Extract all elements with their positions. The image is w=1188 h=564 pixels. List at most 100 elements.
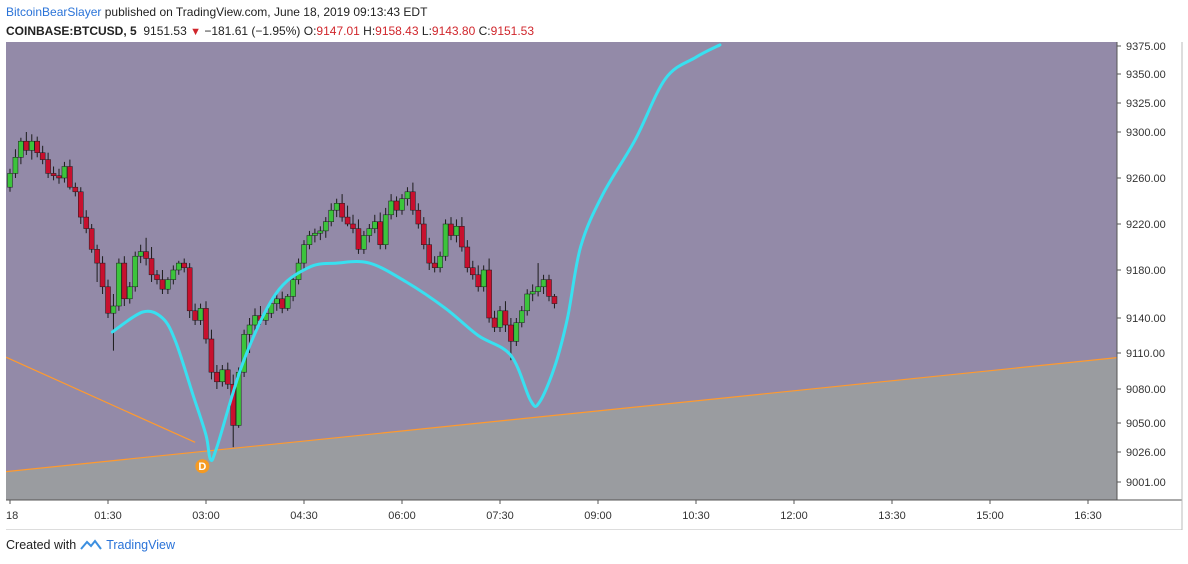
tradingview-logo-icon [80, 539, 102, 550]
candle-body [464, 246, 471, 268]
candle-body [301, 244, 307, 264]
candle-body [459, 226, 465, 248]
candle-body [361, 235, 367, 250]
high-value: 9158.43 [375, 24, 419, 38]
candle-up [12, 149, 19, 178]
candle-down [45, 152, 51, 178]
candle-body [317, 230, 324, 234]
candle-down [94, 244, 100, 282]
author-link[interactable]: BitcoinBearSlayer [6, 5, 102, 19]
candle-body [279, 298, 285, 309]
candle-body [110, 305, 117, 314]
candle-up [382, 207, 389, 250]
candle-body [12, 157, 19, 174]
candle-down [39, 145, 46, 165]
candle-down [459, 217, 465, 252]
last-price: 9151.53 [143, 24, 187, 38]
price-chart[interactable]: D 9375.00 9350.00 9325.00 9300.00 9260.00 922… [0, 0, 1188, 530]
candle-body [377, 221, 383, 245]
x-tick-label: 16:30 [1074, 510, 1102, 522]
candle-down [426, 237, 432, 270]
y-tick-label: 9140.00 [1126, 313, 1166, 325]
candle-body [56, 175, 62, 179]
y-tick-label: 9080.00 [1126, 384, 1166, 396]
candle-body [148, 258, 155, 276]
candle-body [486, 269, 492, 319]
descending-trendline[interactable] [6, 356, 196, 443]
candle-up [284, 294, 291, 311]
publish-line: BitcoinBearSlayer published on TradingVi… [6, 3, 534, 22]
candle-down [470, 260, 476, 280]
low-value: 9143.80 [431, 24, 476, 38]
candle-body [410, 191, 416, 211]
candle-down [448, 217, 454, 241]
candle-body [78, 191, 84, 218]
candle-down [154, 270, 160, 285]
candle-body [88, 228, 95, 250]
candle-up [497, 306, 503, 332]
candle-body [415, 209, 422, 225]
open-label: O: [303, 24, 317, 38]
x-tick-label: 18 [6, 510, 18, 522]
candle-body [323, 221, 329, 232]
candle-up [442, 219, 449, 261]
candle-body [72, 186, 79, 193]
candle-body [99, 262, 106, 288]
candle-down [491, 310, 498, 332]
candle-down [203, 301, 209, 344]
x-tick-label: 12:00 [780, 510, 808, 522]
symbol-label: COINBASE:BTCUSD, 5 [6, 24, 137, 38]
candle-down [502, 301, 509, 332]
x-tick-label: 13:30 [878, 510, 906, 522]
candle-body [540, 279, 547, 288]
event-marker[interactable]: D [195, 459, 210, 474]
candle-body [448, 223, 454, 236]
x-tick-label: 15:00 [976, 510, 1004, 522]
created-with-text: Created with [6, 538, 77, 552]
candle-up [328, 203, 334, 227]
price-change: −181.61 (−1.95%) [204, 24, 301, 38]
candle-down [159, 270, 166, 294]
candle-body [67, 166, 73, 188]
candle-down [225, 362, 231, 389]
candle-up [110, 294, 117, 351]
x-tick-label: 03:00 [192, 510, 220, 522]
candle-down [56, 168, 62, 184]
candle-body [328, 209, 334, 222]
projection-path[interactable] [110, 43, 722, 463]
candle-body [274, 298, 280, 304]
y-tick-label: 9300.00 [1126, 127, 1166, 139]
candle-body [366, 228, 373, 236]
candle-down [78, 187, 84, 224]
candle-body [39, 152, 46, 160]
x-tick-label: 06:00 [388, 510, 416, 522]
candle-up [274, 294, 280, 311]
candle-body [94, 249, 100, 264]
tradingview-brand-link[interactable]: TradingView [106, 538, 175, 552]
candle-body [393, 200, 400, 211]
y-tick-label: 9325.00 [1126, 98, 1166, 110]
candle-down [34, 136, 40, 158]
candle-up [7, 168, 13, 192]
candle-down [355, 219, 362, 254]
open-value: 9147.01 [316, 24, 360, 38]
candle-down [431, 256, 438, 273]
candle-body [535, 286, 541, 292]
candle-body [219, 369, 226, 383]
candle-body [339, 203, 345, 218]
candle-body [372, 221, 378, 229]
candle-up [176, 260, 182, 275]
candle-body [61, 166, 68, 179]
upper-shaded-zone [6, 42, 1117, 472]
candle-down [181, 258, 187, 273]
candle-body [203, 308, 209, 340]
high-label: H: [363, 24, 376, 38]
candle-up [524, 289, 530, 316]
y-tick-label: 9110.00 [1126, 348, 1165, 360]
close-label: C: [478, 24, 491, 38]
candle-down [50, 166, 57, 181]
candle-body [170, 269, 177, 280]
candle-body [252, 315, 258, 326]
candle-body [50, 173, 57, 176]
ascending-trendline[interactable] [6, 357, 1117, 473]
